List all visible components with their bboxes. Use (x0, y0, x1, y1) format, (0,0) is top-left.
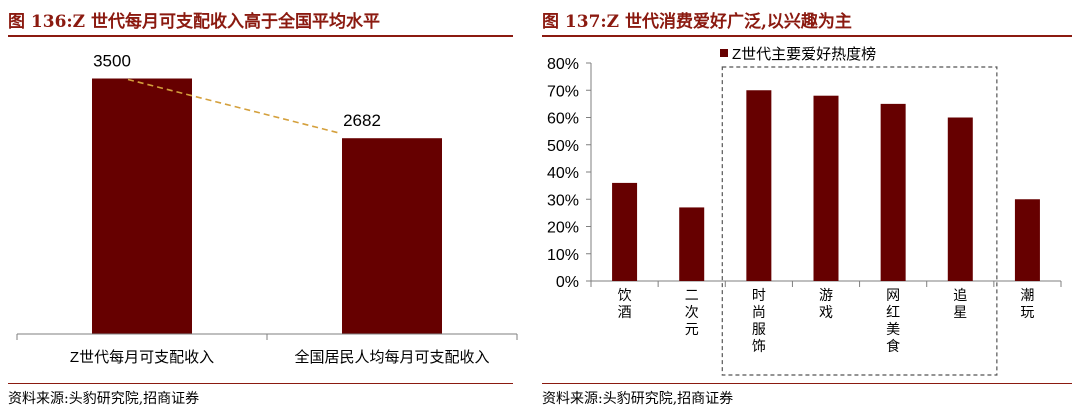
x-tick-label: Z世代每月可支配收入 (70, 349, 214, 366)
right-figure-title: 图 137:Z 世代消费爱好广泛,以兴趣为主 (542, 12, 852, 32)
bar (746, 90, 772, 281)
bar (342, 138, 442, 334)
trend-line (127, 78, 341, 134)
x-tick-label: 游戏 (819, 287, 833, 320)
bar (813, 95, 839, 281)
x-tick-label: 追星 (953, 287, 967, 320)
x-tick-label: 时尚服饰 (752, 287, 766, 354)
y-tick-label: 40% (547, 165, 579, 182)
right-title-rule (542, 35, 1072, 37)
bar (880, 103, 906, 281)
left-source-rule (8, 383, 513, 384)
right-source-note: 资料来源:头豹研究院,招商证券 (542, 391, 734, 407)
right-bar-chart: 0% 10% 20% 30% 40% 50% 60% 70% 80% 饮酒 二次元 时尚服饰 游戏 网红美… (547, 46, 1062, 376)
y-tick-label: 20% (547, 220, 579, 237)
y-tick-label: 80% (547, 56, 579, 73)
legend-swatch (720, 49, 728, 57)
y-tick-label: 30% (547, 192, 579, 209)
x-tick-label: 潮玩 (1020, 287, 1034, 320)
y-tick-label: 70% (547, 83, 579, 100)
y-tick-label: 10% (547, 247, 579, 264)
y-tick-label: 60% (547, 111, 579, 128)
legend-label: Z世代主要爱好热度榜 (732, 46, 876, 63)
x-tick-label: 饮酒 (618, 287, 632, 320)
x-tick-label: 全国居民人均每月可支配收入 (294, 348, 489, 366)
left-figure: 图 136:Z 世代每月可支配收入高于全国平均水平 3500 Z世代每月可支配收入… (0, 0, 520, 414)
y-tick-label: 50% (547, 138, 579, 155)
x-tick-label: 二次元 (685, 287, 699, 337)
bar (92, 78, 192, 334)
highlight-box (721, 66, 998, 376)
bar (1014, 199, 1040, 281)
y-tick-label: 0% (556, 274, 579, 291)
data-label: 3500 (93, 52, 131, 71)
left-figure-title: 图 136:Z 世代每月可支配收入高于全国平均水平 (8, 12, 381, 32)
bar (679, 207, 705, 281)
left-title-rule (8, 35, 513, 37)
bar (947, 117, 973, 281)
left-bar-chart: 3500 Z世代每月可支配收入 2682 全国居民人均每月可支配收入 (16, 52, 518, 366)
bar (612, 182, 638, 281)
left-source-note: 资料来源:头豹研究院,招商证券 (8, 391, 200, 407)
right-figure: 图 137:Z 世代消费爱好广泛,以兴趣为主 0% 10% 20% 30% 40% 50%… (534, 0, 1080, 414)
x-tick-label: 网红美食 (886, 287, 900, 354)
data-label: 2682 (343, 111, 381, 130)
right-source-rule (542, 383, 1072, 384)
